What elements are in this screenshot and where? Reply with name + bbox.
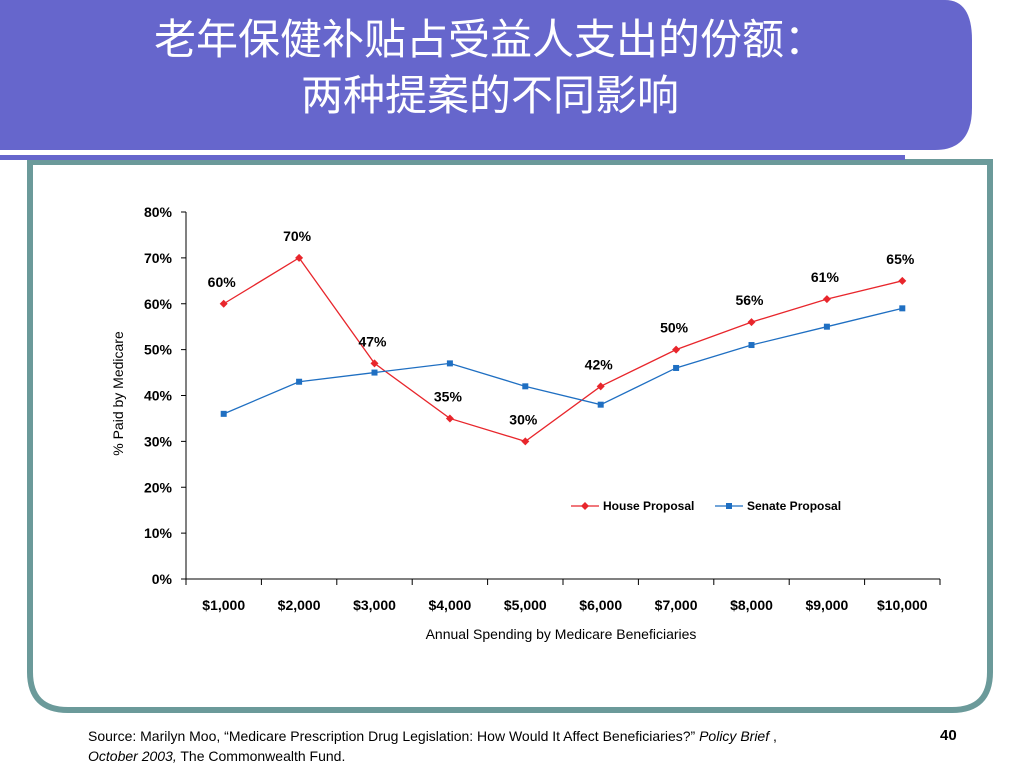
data-label: 56% xyxy=(735,292,764,308)
x-tick-label: $2,000 xyxy=(278,597,321,613)
legend-marker-house xyxy=(581,502,589,510)
source-line2: October 2003, The Commonwealth Fund. xyxy=(88,748,345,764)
source-prefix: Source: Marilyn Moo, “Medicare Prescript… xyxy=(88,728,700,744)
senate-point xyxy=(899,305,906,312)
y-tick-label: 0% xyxy=(152,571,173,587)
house-point xyxy=(898,276,907,285)
x-tick-label: $8,000 xyxy=(730,597,773,613)
data-label: 47% xyxy=(358,333,387,349)
data-label: 50% xyxy=(660,320,689,336)
source-separator: , xyxy=(769,728,777,744)
y-axis-title: % Paid by Medicare xyxy=(110,331,126,456)
senate-point xyxy=(673,364,680,371)
house-point xyxy=(295,253,304,262)
senate-point xyxy=(446,360,453,367)
house-point xyxy=(672,345,681,354)
house-point xyxy=(219,299,228,308)
y-tick-label: 40% xyxy=(144,388,173,404)
senate-point xyxy=(220,410,227,417)
slide-title-line2: 两种提案的不同影响 xyxy=(300,71,679,120)
legend-marker-senate xyxy=(726,503,732,509)
house-point xyxy=(747,318,756,327)
x-tick-label: $7,000 xyxy=(655,597,698,613)
x-tick-label: $9,000 xyxy=(805,597,848,613)
x-axis-title: Annual Spending by Medicare Beneficiarie… xyxy=(426,626,697,642)
header-banner xyxy=(0,0,972,150)
y-tick-label: 60% xyxy=(144,296,173,312)
y-tick-label: 50% xyxy=(144,342,173,358)
senate-point xyxy=(597,401,604,408)
senate-point xyxy=(748,342,755,349)
header-underline-white xyxy=(0,150,905,155)
data-label: 70% xyxy=(283,228,312,244)
house-point xyxy=(370,359,379,368)
x-tick-label: $10,000 xyxy=(877,597,928,613)
source-italic-policy-brief: Policy Brief xyxy=(699,728,770,744)
house-point xyxy=(445,414,454,423)
y-tick-label: 10% xyxy=(144,525,173,541)
house-point xyxy=(822,295,831,304)
senate-point xyxy=(823,323,830,330)
x-tick-label: $1,000 xyxy=(202,597,245,613)
x-tick-label: $5,000 xyxy=(504,597,547,613)
slide-title-line1: 老年保健补贴占受益人支出的份额： xyxy=(153,15,826,64)
x-tick-label: $4,000 xyxy=(428,597,471,613)
senate-point xyxy=(522,383,529,390)
legend-label-senate: Senate Proposal xyxy=(747,499,841,513)
legend-label-house: House Proposal xyxy=(603,499,694,513)
data-label: 60% xyxy=(208,274,237,290)
data-label: 42% xyxy=(585,356,614,372)
senate-point xyxy=(371,369,378,376)
house-point xyxy=(521,437,530,446)
x-tick-label: $3,000 xyxy=(353,597,396,613)
source-suffix: The Commonwealth Fund. xyxy=(176,748,346,764)
data-label: 65% xyxy=(886,251,915,267)
y-tick-label: 70% xyxy=(144,250,173,266)
data-label: 35% xyxy=(434,388,463,404)
source-italic-date: October 2003, xyxy=(88,748,177,764)
x-tick-label: $6,000 xyxy=(579,597,622,613)
y-tick-label: 20% xyxy=(144,479,173,495)
senate-point xyxy=(296,378,303,385)
data-label: 61% xyxy=(811,269,840,285)
content-border xyxy=(27,159,993,713)
house-point xyxy=(596,382,605,391)
data-label: 30% xyxy=(509,411,538,427)
y-tick-label: 80% xyxy=(144,204,173,220)
y-tick-label: 30% xyxy=(144,433,173,449)
source-line1: Source: Marilyn Moo, “Medicare Prescript… xyxy=(88,728,777,744)
page-number: 40 xyxy=(940,727,957,744)
senate-series-line xyxy=(223,307,903,415)
house-series-line xyxy=(223,257,903,443)
header-underline-blue xyxy=(0,155,905,160)
